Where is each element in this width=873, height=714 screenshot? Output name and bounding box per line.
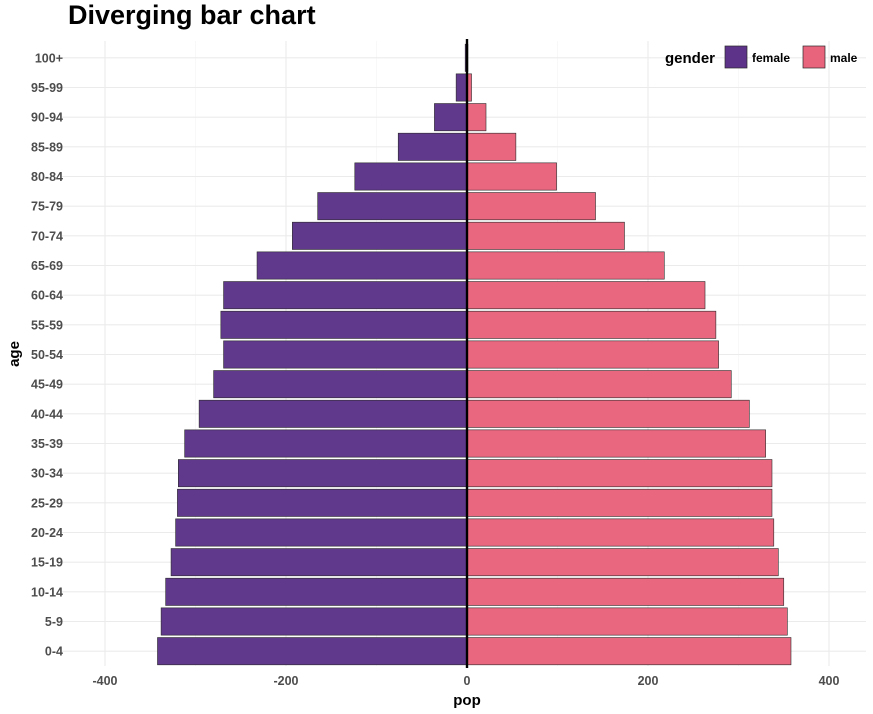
bar-female-95-99 bbox=[455, 73, 468, 102]
legend-key-male bbox=[802, 45, 826, 69]
bar-male-20-24 bbox=[466, 518, 775, 547]
legend-label-female: female bbox=[752, 51, 790, 65]
y-tick-label: 40-44 bbox=[31, 407, 63, 421]
bar-male-10-14 bbox=[466, 577, 785, 606]
x-axis-title: pop bbox=[453, 692, 481, 709]
bar-female-65-69 bbox=[256, 251, 468, 280]
y-tick-label: 75-79 bbox=[31, 200, 63, 214]
x-tick-label: 400 bbox=[819, 674, 840, 688]
y-tick-label: 35-39 bbox=[31, 437, 63, 451]
legend-key-female bbox=[724, 45, 748, 69]
bar-male-40-44 bbox=[466, 399, 750, 428]
bar-female-55-59 bbox=[220, 310, 468, 339]
bar-female-50-54 bbox=[223, 340, 468, 369]
bar-male-65-69 bbox=[466, 251, 665, 280]
bar-male-0-4 bbox=[466, 637, 792, 666]
x-tick-label: -200 bbox=[273, 674, 298, 688]
bar-male-5-9 bbox=[466, 607, 788, 636]
bar-female-85-89 bbox=[397, 132, 468, 161]
chart-title: Diverging bar chart bbox=[68, 0, 316, 30]
x-tick-label: 200 bbox=[638, 674, 659, 688]
bar-male-45-49 bbox=[466, 370, 732, 399]
y-tick-label: 15-19 bbox=[31, 556, 63, 570]
bar-male-70-74 bbox=[466, 221, 625, 250]
bars bbox=[157, 43, 792, 666]
y-tick-label: 60-64 bbox=[31, 289, 63, 303]
legend-label-male: male bbox=[830, 51, 858, 65]
y-tick-label: 50-54 bbox=[31, 348, 63, 362]
bar-male-55-59 bbox=[466, 310, 717, 339]
y-tick-label: 65-69 bbox=[31, 259, 63, 273]
x-tick-labels: -400 -200 0 200 400 bbox=[92, 674, 839, 688]
x-tick-label: 0 bbox=[464, 674, 471, 688]
legend-title: gender bbox=[665, 50, 715, 67]
bar-female-35-39 bbox=[184, 429, 468, 458]
bar-female-90-94 bbox=[434, 103, 468, 132]
y-tick-label: 45-49 bbox=[31, 378, 63, 392]
y-tick-label: 90-94 bbox=[31, 111, 63, 125]
bar-female-15-19 bbox=[170, 548, 468, 577]
y-tick-labels: 0-4 5-9 10-14 15-19 20-24 25-29 30-34 35-39 40-4… bbox=[31, 51, 63, 658]
y-tick-label: 10-14 bbox=[31, 585, 63, 599]
bar-male-60-64 bbox=[466, 281, 706, 310]
bar-male-85-89 bbox=[466, 132, 517, 161]
y-tick-label: 20-24 bbox=[31, 526, 63, 540]
y-tick-label: 80-84 bbox=[31, 170, 63, 184]
bar-female-75-79 bbox=[317, 192, 468, 221]
y-tick-label: 70-74 bbox=[31, 229, 63, 243]
y-tick-label: 95-99 bbox=[31, 81, 63, 95]
bar-female-60-64 bbox=[223, 281, 468, 310]
bar-male-80-84 bbox=[466, 162, 557, 191]
bar-male-30-34 bbox=[466, 459, 773, 488]
bar-female-5-9 bbox=[160, 607, 468, 636]
y-tick-label: 100+ bbox=[35, 51, 63, 65]
bar-female-45-49 bbox=[213, 370, 468, 399]
y-tick-label: 5-9 bbox=[45, 615, 63, 629]
bar-female-80-84 bbox=[354, 162, 468, 191]
bar-female-30-34 bbox=[178, 459, 468, 488]
bar-female-70-74 bbox=[292, 221, 468, 250]
bar-male-75-79 bbox=[466, 192, 596, 221]
y-tick-label: 30-34 bbox=[31, 467, 63, 481]
bar-male-35-39 bbox=[466, 429, 766, 458]
y-axis-title: age bbox=[6, 341, 23, 367]
bar-male-25-29 bbox=[466, 488, 773, 517]
bar-female-20-24 bbox=[175, 518, 468, 547]
y-tick-label: 55-59 bbox=[31, 318, 63, 332]
y-tick-label: 85-89 bbox=[31, 140, 63, 154]
bar-male-50-54 bbox=[466, 340, 719, 369]
bar-female-10-14 bbox=[165, 577, 468, 606]
y-tick-label: 0-4 bbox=[45, 645, 63, 659]
legend: gender female male bbox=[665, 45, 858, 69]
bar-female-0-4 bbox=[157, 637, 468, 666]
bar-female-25-29 bbox=[177, 488, 468, 517]
bar-male-15-19 bbox=[466, 548, 779, 577]
bar-female-40-44 bbox=[198, 399, 468, 428]
bar-male-90-94 bbox=[466, 103, 487, 132]
x-tick-label: -400 bbox=[92, 674, 117, 688]
y-tick-label: 25-29 bbox=[31, 496, 63, 510]
